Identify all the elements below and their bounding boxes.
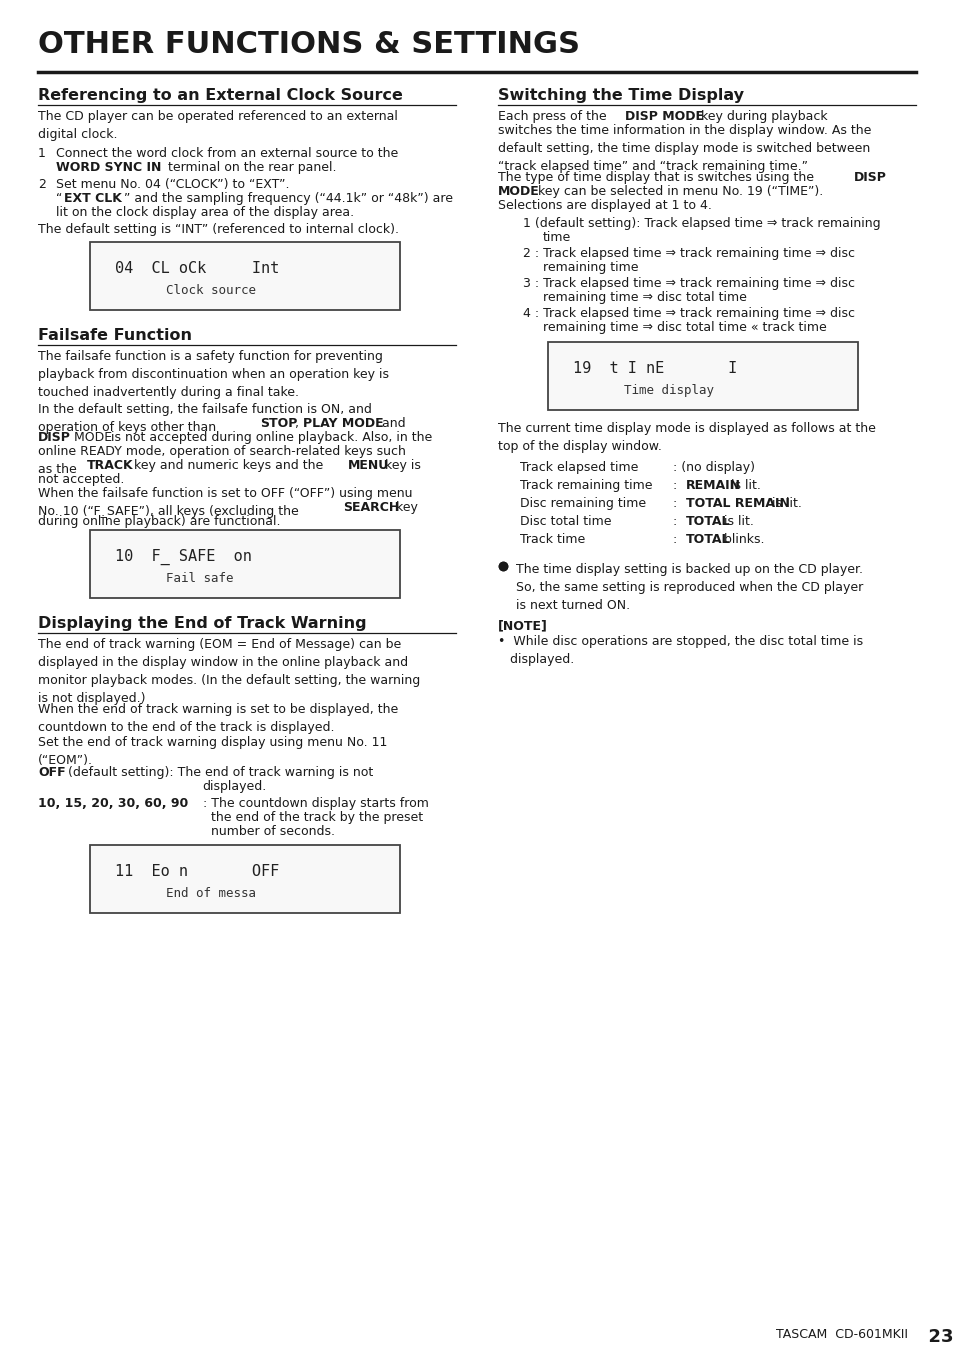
Text: In the default setting, the failsafe function is ON, and
operation of keys other: In the default setting, the failsafe fun… [38, 403, 372, 434]
Text: The failsafe function is a safety function for preventing
playback from disconti: The failsafe function is a safety functi… [38, 350, 389, 399]
Text: Switching the Time Display: Switching the Time Display [497, 88, 743, 103]
Text: : The countdown display starts from: : The countdown display starts from [203, 797, 429, 811]
Text: not accepted.: not accepted. [38, 473, 124, 486]
Text: OFF: OFF [38, 766, 66, 780]
Text: •  While disc operations are stopped, the disc total time is
   displayed.: • While disc operations are stopped, the… [497, 635, 862, 666]
Text: MODE: MODE [497, 185, 539, 199]
Text: is lit.: is lit. [726, 480, 760, 492]
Text: 11  Eo n       OFF: 11 Eo n OFF [114, 865, 279, 880]
Text: (default setting): The end of track warning is not: (default setting): The end of track warn… [64, 766, 373, 780]
Text: :: : [672, 515, 680, 528]
Text: 3 : Track elapsed time ⇒ track remaining time ⇒ disc: 3 : Track elapsed time ⇒ track remaining… [522, 277, 854, 290]
Text: The type of time display that is switches using the: The type of time display that is switche… [497, 172, 817, 184]
Text: DISP: DISP [853, 172, 886, 184]
FancyBboxPatch shape [547, 342, 857, 409]
Text: the end of the track by the preset: the end of the track by the preset [203, 811, 423, 824]
Text: :: : [672, 497, 680, 509]
Text: 2: 2 [38, 178, 46, 190]
Text: Referencing to an External Clock Source: Referencing to an External Clock Source [38, 88, 402, 103]
Text: ,: , [294, 417, 303, 430]
Text: 1 (default setting): Track elapsed time ⇒ track remaining: 1 (default setting): Track elapsed time … [522, 218, 880, 230]
Text: 2 : Track elapsed time ⇒ track remaining time ⇒ disc: 2 : Track elapsed time ⇒ track remaining… [522, 247, 854, 259]
Text: Fail safe: Fail safe [121, 573, 233, 585]
Text: End of messa: End of messa [121, 888, 255, 900]
Text: :: : [672, 534, 680, 546]
Text: 19  t I nE       I: 19 t I nE I [572, 361, 737, 376]
Text: REMAIN: REMAIN [685, 480, 740, 492]
Text: terminal on the rear panel.: terminal on the rear panel. [164, 161, 336, 174]
Text: Disc remaining time: Disc remaining time [519, 497, 645, 509]
Text: 23: 23 [915, 1328, 952, 1346]
Text: TOTAL REMAIN: TOTAL REMAIN [685, 497, 789, 509]
Text: displayed.: displayed. [202, 780, 266, 793]
Text: Failsafe Function: Failsafe Function [38, 328, 192, 343]
Text: When the failsafe function is set to OFF (“OFF”) using menu
No. 10 (“F_SAFE”), a: When the failsafe function is set to OFF… [38, 486, 412, 517]
FancyBboxPatch shape [90, 242, 399, 309]
Text: DISP MODE: DISP MODE [624, 109, 703, 123]
Text: MENU: MENU [348, 459, 389, 471]
Text: key during playback: key during playback [697, 109, 827, 123]
Text: lit on the clock display area of the display area.: lit on the clock display area of the dis… [56, 205, 354, 219]
Text: OTHER FUNCTIONS & SETTINGS: OTHER FUNCTIONS & SETTINGS [38, 30, 579, 59]
Text: WORD SYNC IN: WORD SYNC IN [56, 161, 161, 174]
Text: remaining time ⇒ disc total time: remaining time ⇒ disc total time [542, 290, 746, 304]
Text: and: and [377, 417, 405, 430]
Text: Connect the word clock from an external source to the: Connect the word clock from an external … [56, 147, 397, 159]
Text: key: key [392, 501, 417, 513]
Text: key can be selected in menu No. 19 (“TIME”).: key can be selected in menu No. 19 (“TIM… [534, 185, 822, 199]
Text: number of seconds.: number of seconds. [203, 825, 335, 838]
Text: remaining time: remaining time [542, 261, 638, 274]
Text: 10  F_ SAFE  on: 10 F_ SAFE on [114, 549, 252, 565]
Text: Displaying the End of Track Warning: Displaying the End of Track Warning [38, 616, 366, 631]
Text: key and numeric keys and the: key and numeric keys and the [130, 459, 327, 471]
Text: key is: key is [380, 459, 420, 471]
Text: TOTAL: TOTAL [685, 534, 730, 546]
Text: Time display: Time display [578, 384, 713, 397]
FancyBboxPatch shape [90, 530, 399, 598]
Text: TRACK: TRACK [87, 459, 133, 471]
Text: is lit.: is lit. [767, 497, 801, 509]
Text: The current time display mode is displayed as follows at the
top of the display : The current time display mode is display… [497, 422, 875, 453]
Text: The CD player can be operated referenced to an external
digital clock.: The CD player can be operated referenced… [38, 109, 397, 141]
Text: ” and the sampling frequency (“44.1k” or “48k”) are: ” and the sampling frequency (“44.1k” or… [124, 192, 453, 205]
FancyBboxPatch shape [90, 844, 399, 913]
Text: blinks.: blinks. [720, 534, 763, 546]
Text: When the end of track warning is set to be displayed, the
countdown to the end o: When the end of track warning is set to … [38, 703, 397, 734]
Text: is lit.: is lit. [720, 515, 753, 528]
Text: online READY mode, operation of search-related keys such
as the: online READY mode, operation of search-r… [38, 444, 405, 476]
Text: Set the end of track warning display using menu No. 11
(“EOM”).: Set the end of track warning display usi… [38, 736, 387, 767]
Text: remaining time ⇒ disc total time « track time: remaining time ⇒ disc total time « track… [542, 322, 826, 334]
Text: EXT CLK: EXT CLK [64, 192, 122, 205]
Text: Track remaining time: Track remaining time [519, 480, 652, 492]
Text: “: “ [56, 192, 62, 205]
Text: Each press of the: Each press of the [497, 109, 610, 123]
Text: is not accepted during online playback. Also, in the: is not accepted during online playback. … [107, 431, 432, 444]
Text: The time display setting is backed up on the CD player.
So, the same setting is : The time display setting is backed up on… [516, 563, 862, 612]
Text: Disc total time: Disc total time [519, 515, 611, 528]
Text: PLAY MODE: PLAY MODE [303, 417, 383, 430]
Text: Track time: Track time [519, 534, 584, 546]
Text: :: : [672, 480, 680, 492]
Text: during online playback) are functional.: during online playback) are functional. [38, 515, 280, 528]
Text: TOTAL: TOTAL [685, 515, 730, 528]
Text: switches the time information in the display window. As the
default setting, the: switches the time information in the dis… [497, 124, 870, 173]
Text: The end of track warning (EOM = End of Message) can be
displayed in the display : The end of track warning (EOM = End of M… [38, 638, 420, 705]
Text: time: time [542, 231, 571, 245]
Text: 10, 15, 20, 30, 60, 90: 10, 15, 20, 30, 60, 90 [38, 797, 188, 811]
Text: Clock source: Clock source [121, 284, 255, 297]
Text: Track elapsed time: Track elapsed time [519, 461, 638, 474]
Text: TASCAM  CD-601MKII: TASCAM CD-601MKII [775, 1328, 915, 1342]
Text: 4 : Track elapsed time ⇒ track remaining time ⇒ disc: 4 : Track elapsed time ⇒ track remaining… [522, 307, 854, 320]
Text: 04  CL oCk     Int: 04 CL oCk Int [114, 261, 279, 276]
Text: : (no display): : (no display) [672, 461, 754, 474]
Text: DISP: DISP [38, 431, 71, 444]
Text: The default setting is “INT” (referenced to internal clock).: The default setting is “INT” (referenced… [38, 223, 398, 236]
Text: [NOTE]: [NOTE] [497, 619, 547, 632]
Text: Set menu No. 04 (“CLOCK”) to “EXT”.: Set menu No. 04 (“CLOCK”) to “EXT”. [56, 178, 289, 190]
Text: 1: 1 [38, 147, 46, 159]
Text: SEARCH: SEARCH [343, 501, 399, 513]
Text: STOP: STOP [260, 417, 297, 430]
Text: Selections are displayed at 1 to 4.: Selections are displayed at 1 to 4. [497, 199, 711, 212]
Text: MODE: MODE [70, 431, 112, 444]
